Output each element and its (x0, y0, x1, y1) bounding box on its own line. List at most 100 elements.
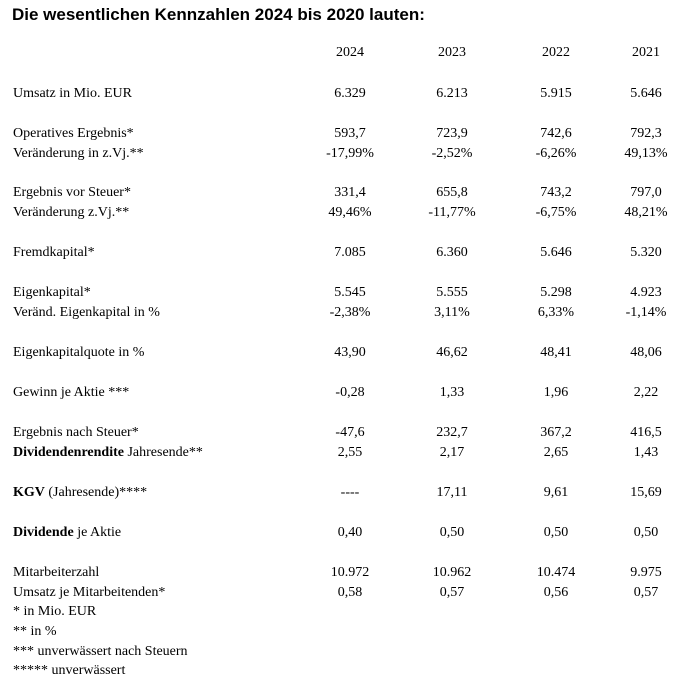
value-cell: 331,4 (334, 185, 366, 200)
value-cell: 1,43 (633, 445, 659, 460)
value-cell: 0,57 (633, 585, 659, 600)
value-cell: -0,28 (335, 385, 365, 400)
value-cell: 0,58 (337, 585, 363, 600)
value-cell: 46,62 (436, 345, 468, 360)
row-label: Dividende je Aktie (13, 523, 121, 543)
value-cell: 48,06 (630, 345, 662, 360)
row-label: Gewinn je Aktie *** (13, 385, 130, 400)
value-cell: 0,40 (337, 525, 363, 540)
table-row: Gewinn je Aktie *** -0,28 1,33 1,96 2,22 (0, 383, 687, 403)
value-cell: 5.646 (630, 86, 662, 101)
table-row: KGV (Jahresende)**** ---- 17,11 9,61 15,… (0, 483, 687, 503)
document-title: Die wesentlichen Kennzahlen 2024 bis 202… (12, 5, 425, 24)
value-cell: 48,41 (540, 345, 572, 360)
value-cell: 2,22 (633, 385, 659, 400)
row-label: Veränderung in z.Vj.** (13, 146, 144, 161)
value-cell: 232,7 (436, 425, 468, 440)
row-label: Umsatz in Mio. EUR (13, 86, 132, 101)
value-cell: 6,33% (537, 305, 575, 320)
row-label: Veränd. Eigenkapital in % (13, 305, 160, 320)
value-cell: 0,50 (439, 525, 465, 540)
table-row: Fremdkapital* 7.085 6.360 5.646 5.320 (0, 243, 687, 263)
value-cell: 1,96 (543, 385, 569, 400)
row-label-rest: (Jahresende)**** (44, 485, 148, 500)
value-cell: 0,50 (633, 525, 659, 540)
value-cell: 15,69 (630, 485, 662, 500)
value-cell: 593,7 (334, 126, 366, 141)
value-cell: 5.320 (630, 245, 662, 260)
footnote: ** in % (13, 624, 57, 639)
row-label: Fremdkapital* (13, 245, 95, 260)
value-cell: 1,33 (439, 385, 465, 400)
row-label-rest: je Aktie (73, 525, 122, 540)
table-row: Eigenkapitalquote in % 43,90 46,62 48,41… (0, 343, 687, 363)
value-cell: 0,56 (543, 585, 569, 600)
row-label: Umsatz je Mitarbeitenden* (13, 585, 166, 600)
footnote: ***** unverwässert (13, 663, 126, 678)
value-cell: 49,46% (328, 205, 372, 220)
value-cell: 6.360 (436, 245, 468, 260)
value-cell: 17,11 (436, 485, 468, 500)
row-label-bold: Dividendenrendite (13, 445, 124, 460)
row-label: Veränderung z.Vj.** (13, 205, 130, 220)
table-row: Operatives Ergebnis* 593,7 723,9 742,6 7… (0, 124, 687, 144)
table-row: Eigenkapital* 5.545 5.555 5.298 4.923 (0, 283, 687, 303)
table-row: Veränderung z.Vj.** 49,46% -11,77% -6,75… (0, 203, 687, 223)
table-row: Umsatz in Mio. EUR 6.329 6.213 5.915 5.6… (0, 84, 687, 104)
value-cell: 6.329 (334, 86, 366, 101)
value-cell: 6.213 (436, 86, 468, 101)
value-cell: 5.298 (540, 285, 572, 300)
value-cell: -2,38% (329, 305, 371, 320)
value-cell: -17,99% (326, 146, 374, 161)
value-cell: -6,75% (535, 205, 577, 220)
table-row: Mitarbeiterzahl 10.972 10.962 10.474 9.9… (0, 563, 687, 583)
value-cell: 10.962 (432, 565, 472, 580)
value-cell: 5.545 (334, 285, 366, 300)
row-label-bold: Dividende (13, 525, 74, 540)
value-cell: 9.975 (630, 565, 662, 580)
value-cell: 49,13% (624, 146, 668, 161)
value-cell: ---- (340, 485, 360, 500)
value-cell: 10.474 (536, 565, 576, 580)
row-label: Mitarbeiterzahl (13, 565, 100, 580)
table-row: Veränd. Eigenkapital in % -2,38% 3,11% 6… (0, 303, 687, 323)
row-label: KGV (Jahresende)**** (13, 483, 147, 503)
year-header: 2022 (542, 45, 570, 60)
year-header: 2021 (632, 45, 660, 60)
value-cell: 0,50 (543, 525, 569, 540)
value-cell: 48,21% (624, 205, 668, 220)
value-cell: -47,6 (335, 425, 365, 440)
value-cell: 742,6 (540, 126, 572, 141)
value-cell: 743,2 (540, 185, 572, 200)
table-row: Veränderung in z.Vj.** -17,99% -2,52% -6… (0, 144, 687, 164)
value-cell: 723,9 (436, 126, 468, 141)
value-cell: -6,26% (535, 146, 577, 161)
row-label: Operatives Ergebnis* (13, 126, 134, 141)
value-cell: 3,11% (434, 305, 470, 320)
table-row: Ergebnis nach Steuer* -47,6 232,7 367,2 … (0, 423, 687, 443)
table-row: Dividende je Aktie 0,40 0,50 0,50 0,50 (0, 523, 687, 543)
table-row: Dividendenrendite Jahresende** 2,55 2,17… (0, 443, 687, 463)
value-cell: 416,5 (630, 425, 662, 440)
row-label-rest: Jahresende** (123, 445, 203, 460)
value-cell: 5.646 (540, 245, 572, 260)
value-cell: 655,8 (436, 185, 468, 200)
value-cell: 10.972 (330, 565, 370, 580)
footnote: *** unverwässert nach Steuern (13, 644, 188, 659)
row-label: Ergebnis vor Steuer* (13, 185, 131, 200)
value-cell: 5.915 (540, 86, 572, 101)
value-cell: 9,61 (543, 485, 569, 500)
value-cell: -1,14% (625, 305, 667, 320)
value-cell: 0,57 (439, 585, 465, 600)
table-row: Umsatz je Mitarbeitenden* 0,58 0,57 0,56… (0, 583, 687, 603)
value-cell: 367,2 (540, 425, 572, 440)
value-cell: -11,77% (428, 205, 476, 220)
value-cell: 7.085 (334, 245, 366, 260)
year-header: 2023 (438, 45, 466, 60)
value-cell: 792,3 (630, 126, 662, 141)
value-cell: 2,65 (543, 445, 569, 460)
row-label: Dividendenrendite Jahresende** (13, 443, 203, 463)
value-cell: 5.555 (436, 285, 468, 300)
value-cell: 4.923 (630, 285, 662, 300)
value-cell: 797,0 (630, 185, 662, 200)
